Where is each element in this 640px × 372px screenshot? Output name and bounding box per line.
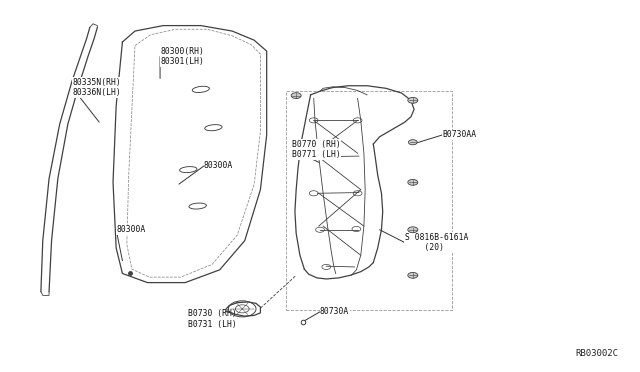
- Circle shape: [291, 93, 301, 99]
- Text: 80300A: 80300A: [204, 161, 233, 170]
- Text: RB03002C: RB03002C: [575, 349, 618, 358]
- Text: B0730 (RH)
B0731 (LH): B0730 (RH) B0731 (LH): [188, 310, 237, 329]
- Text: 80730A: 80730A: [320, 307, 349, 316]
- Text: B0730AA: B0730AA: [442, 131, 476, 140]
- Circle shape: [408, 227, 418, 232]
- Circle shape: [408, 97, 418, 103]
- Text: 80300(RH)
80301(LH): 80300(RH) 80301(LH): [160, 47, 204, 66]
- Circle shape: [408, 179, 418, 185]
- Text: 80335N(RH)
80336N(LH): 80335N(RH) 80336N(LH): [72, 78, 121, 97]
- Circle shape: [408, 140, 417, 145]
- Text: S 0816B-6161A
    (20): S 0816B-6161A (20): [404, 233, 468, 252]
- Text: B0770 (RH)
B0771 (LH): B0770 (RH) B0771 (LH): [292, 140, 340, 159]
- Circle shape: [408, 272, 418, 278]
- Text: 80300A: 80300A: [116, 225, 145, 234]
